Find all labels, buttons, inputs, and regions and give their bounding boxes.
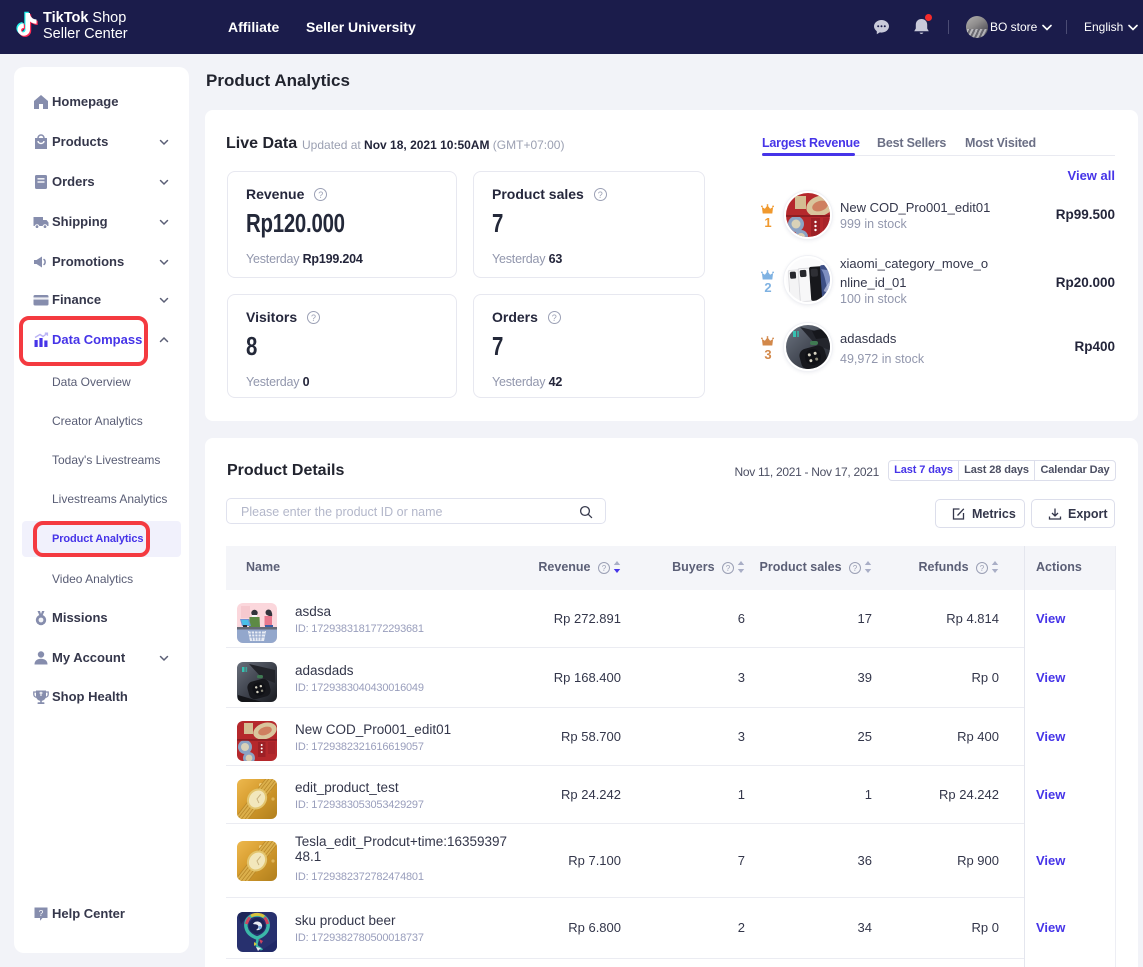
svg-text:?: ? [39, 908, 44, 918]
